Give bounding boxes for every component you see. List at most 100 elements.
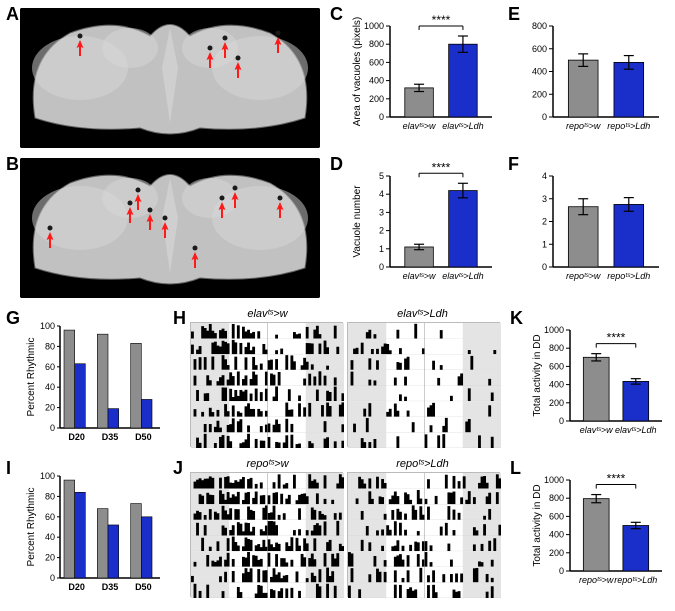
svg-text:1000: 1000 — [364, 21, 384, 31]
svg-text:0: 0 — [379, 112, 384, 122]
svg-text:elavᵗˢ>Ldh: elavᵗˢ>Ldh — [442, 121, 483, 131]
svg-text:repoᵗˢ>w: repoᵗˢ>w — [566, 271, 601, 281]
svg-text:800: 800 — [549, 343, 564, 353]
panel-label-J: J — [173, 458, 183, 479]
svg-text:800: 800 — [369, 39, 384, 49]
svg-text:Area of vacuoles (pixels): Area of vacuoles (pixels) — [352, 17, 363, 127]
bar-chart-D: 012345Vacuole numberelavᵗˢ>welavᵗˢ>Ldh**… — [348, 160, 498, 295]
svg-text:800: 800 — [532, 21, 547, 31]
svg-text:****: **** — [607, 472, 626, 486]
grouped-bar-I: 0 20 40 60 80 100Percent Rhythmic D20 D35 D50 — [24, 470, 164, 598]
svg-text:elavᵗˢ>w: elavᵗˢ>w — [580, 425, 613, 435]
svg-text:600: 600 — [369, 57, 384, 67]
actogram-title: elavᵗˢ>Ldh — [345, 308, 500, 320]
svg-text:1: 1 — [542, 239, 547, 249]
panel-label-I: I — [6, 458, 11, 479]
svg-text:elavᵗˢ>w: elavᵗˢ>w — [403, 121, 436, 131]
svg-text:0: 0 — [542, 262, 547, 272]
svg-text:Percent Rhythmic: Percent Rhythmic — [26, 338, 37, 417]
bar-chart-E: 0 200 400 600 800 repoᵗˢ>w repoᵗˢ>Ldh — [525, 10, 665, 145]
svg-text:1000: 1000 — [544, 325, 564, 335]
svg-text:0: 0 — [559, 416, 564, 426]
svg-text:repoᵗˢ>w: repoᵗˢ>w — [579, 575, 614, 585]
svg-text:repoᵗˢ>Ldh: repoᵗˢ>Ldh — [607, 271, 650, 281]
micrograph-A — [20, 8, 320, 148]
svg-text:Percent Rhythmic: Percent Rhythmic — [26, 488, 37, 567]
panel-label-D: D — [330, 154, 343, 175]
svg-text:80: 80 — [45, 341, 55, 351]
svg-text:40: 40 — [45, 382, 55, 392]
svg-text:600: 600 — [549, 511, 564, 521]
svg-text:5: 5 — [379, 171, 384, 181]
svg-text:20: 20 — [45, 403, 55, 413]
bar-chart-K: 0 200 400 600 800 1000Total activity in DD ela… — [528, 314, 668, 449]
svg-text:600: 600 — [532, 44, 547, 54]
svg-text:elavᵗˢ>Ldh: elavᵗˢ>Ldh — [442, 271, 483, 281]
svg-text:800: 800 — [549, 493, 564, 503]
svg-text:200: 200 — [549, 548, 564, 558]
svg-text:1000: 1000 — [544, 475, 564, 485]
panel-label-K: K — [510, 308, 523, 329]
svg-text:200: 200 — [532, 89, 547, 99]
panel-label-A: A — [6, 4, 19, 25]
svg-text:0: 0 — [50, 423, 55, 433]
svg-text:100: 100 — [40, 321, 55, 331]
panel-label-L: L — [510, 458, 521, 479]
panel-label-F: F — [508, 154, 519, 175]
actogram-title: elavᵗˢ>w — [190, 308, 345, 320]
actogram-title: repoᵗˢ>Ldh — [345, 458, 500, 470]
svg-text:D35: D35 — [102, 582, 119, 592]
svg-text:400: 400 — [549, 380, 564, 390]
svg-text:100: 100 — [40, 471, 55, 481]
panel-label-B: B — [6, 154, 19, 175]
actogram-H-1 — [347, 322, 500, 447]
bar-chart-L: 0 200 400 600 800 1000Total activity in DD rep… — [528, 464, 668, 599]
svg-text:0: 0 — [379, 262, 384, 272]
svg-text:60: 60 — [45, 362, 55, 372]
actogram-title: repoᵗˢ>w — [190, 458, 345, 470]
grouped-bar-G: 020406080100Percent RhythmicD20D35D50 — [24, 320, 164, 448]
svg-text:600: 600 — [549, 361, 564, 371]
actogram-H-0 — [190, 322, 343, 447]
svg-text:elavᵗˢ>w: elavᵗˢ>w — [403, 271, 436, 281]
actogram-J-0 — [190, 472, 343, 597]
svg-text:400: 400 — [369, 76, 384, 86]
svg-text:D20: D20 — [68, 432, 85, 442]
svg-text:D50: D50 — [135, 432, 152, 442]
svg-text:60: 60 — [45, 512, 55, 522]
svg-text:repoᵗˢ>Ldh: repoᵗˢ>Ldh — [614, 575, 657, 585]
svg-text:200: 200 — [549, 398, 564, 408]
svg-text:repoᵗˢ>w: repoᵗˢ>w — [566, 121, 601, 131]
svg-text:4: 4 — [542, 171, 547, 181]
panel-label-C: C — [330, 4, 343, 25]
panel-label-H: H — [173, 308, 186, 329]
svg-text:D50: D50 — [135, 582, 152, 592]
svg-text:repoᵗˢ>Ldh: repoᵗˢ>Ldh — [607, 121, 650, 131]
svg-text:80: 80 — [45, 491, 55, 501]
svg-text:1: 1 — [379, 244, 384, 254]
svg-text:****: **** — [432, 160, 451, 174]
svg-text:0: 0 — [542, 112, 547, 122]
svg-text:D20: D20 — [68, 582, 85, 592]
bar-chart-C: 0 200 400 600 800 1000Area of vacuoles (pixel… — [348, 10, 498, 145]
svg-text:40: 40 — [45, 532, 55, 542]
panel-label-G: G — [6, 308, 20, 329]
svg-text:3: 3 — [542, 194, 547, 204]
svg-text:0: 0 — [559, 566, 564, 576]
svg-text:400: 400 — [532, 67, 547, 77]
svg-text:3: 3 — [379, 207, 384, 217]
svg-text:****: **** — [607, 331, 626, 345]
svg-text:Vacuole number: Vacuole number — [352, 185, 363, 258]
svg-text:Total activity in DD: Total activity in DD — [532, 484, 543, 566]
svg-text:200: 200 — [369, 94, 384, 104]
svg-text:Total activity in DD: Total activity in DD — [532, 334, 543, 416]
svg-text:elavᵗˢ>Ldh: elavᵗˢ>Ldh — [615, 425, 656, 435]
svg-text:2: 2 — [542, 217, 547, 227]
bar-chart-F: 0 1 2 3 4 repoᵗˢ>w repoᵗˢ>Ldh — [525, 160, 665, 295]
micrograph-B — [20, 158, 320, 298]
svg-text:2: 2 — [379, 226, 384, 236]
panel-label-E: E — [508, 4, 520, 25]
svg-text:400: 400 — [549, 530, 564, 540]
svg-text:0: 0 — [50, 573, 55, 583]
svg-text:20: 20 — [45, 553, 55, 563]
